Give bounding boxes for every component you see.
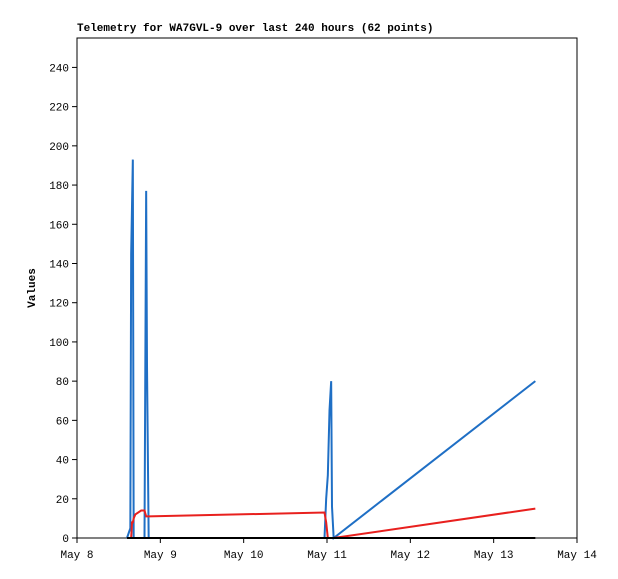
x-tick-label: May 12	[391, 550, 431, 562]
y-tick-label: 60	[56, 416, 69, 428]
x-tick-label: May 10	[224, 550, 264, 562]
x-tick-label: May 9	[144, 550, 177, 562]
y-tick-label: 140	[49, 259, 69, 271]
y-tick-label: 180	[49, 181, 69, 193]
y-tick-label: 40	[56, 456, 69, 468]
plot-frame	[76, 37, 578, 539]
x-tick-label: May 13	[474, 550, 514, 562]
y-tick-label: 0	[62, 534, 69, 546]
y-axis-label: Values	[27, 268, 39, 308]
chart-title: Telemetry for WA7GVL-9 over last 240 hou…	[77, 23, 433, 35]
y-tick-label: 20	[56, 495, 69, 507]
x-tick-label: May 8	[60, 550, 93, 562]
y-tick-label: 80	[56, 377, 69, 389]
series-line	[126, 159, 536, 540]
y-tick-label: 240	[49, 63, 69, 75]
y-tick-label: 200	[49, 142, 69, 154]
y-tick-label: 100	[49, 338, 69, 350]
series-line	[127, 507, 536, 539]
y-tick-label: 220	[49, 103, 69, 115]
y-tick-label: 120	[49, 299, 69, 311]
x-tick-label: May 11	[307, 550, 347, 562]
y-tick-label: 160	[49, 220, 69, 232]
x-tick-label: May 14	[557, 550, 597, 562]
